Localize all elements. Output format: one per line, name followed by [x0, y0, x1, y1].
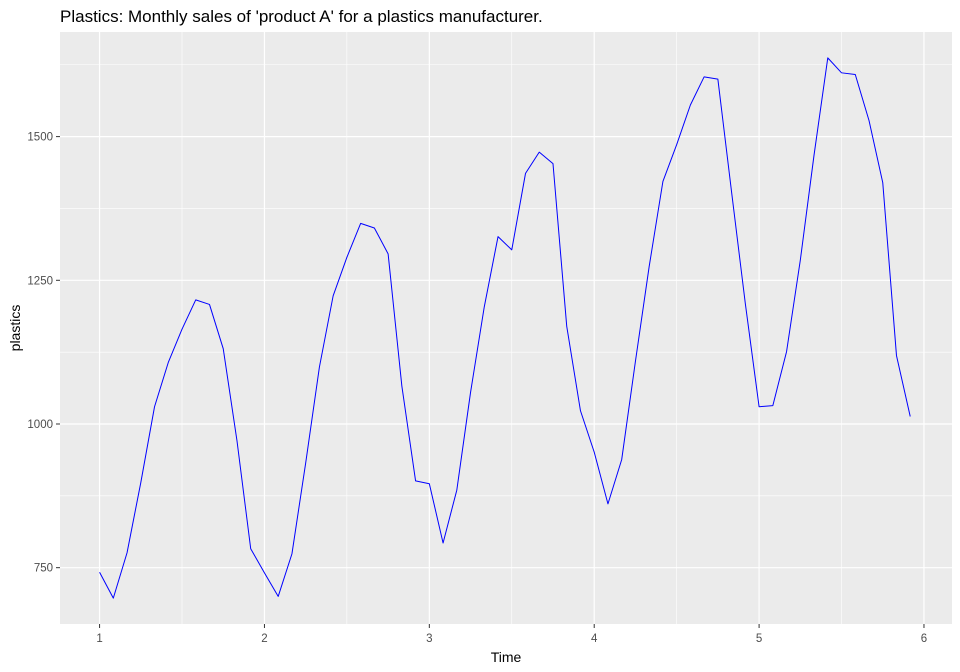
plot-panel [60, 32, 952, 624]
x-axis-title: Time [491, 649, 522, 665]
series-line [99, 57, 911, 599]
chart-title: Plastics: Monthly sales of 'product A' f… [60, 7, 543, 26]
x-tick-label: 6 [921, 633, 927, 645]
axis-ticks: 1 2 3 4 5 6 750 1000 1250 1500 [27, 132, 927, 645]
x-tick-label: 4 [591, 633, 598, 645]
x-tick-label: 2 [261, 633, 267, 645]
y-tick-label: 1250 [27, 275, 53, 287]
x-tick-label: 3 [426, 633, 432, 645]
grid-lines [60, 32, 952, 624]
y-tick-label: 1000 [27, 419, 53, 431]
y-tick-label: 1500 [27, 132, 53, 144]
x-tick-label: 1 [96, 633, 102, 645]
data-line [99, 57, 911, 599]
y-axis-title: plastics [7, 305, 23, 352]
y-tick-label: 750 [34, 563, 53, 575]
x-tick-label: 5 [756, 633, 762, 645]
